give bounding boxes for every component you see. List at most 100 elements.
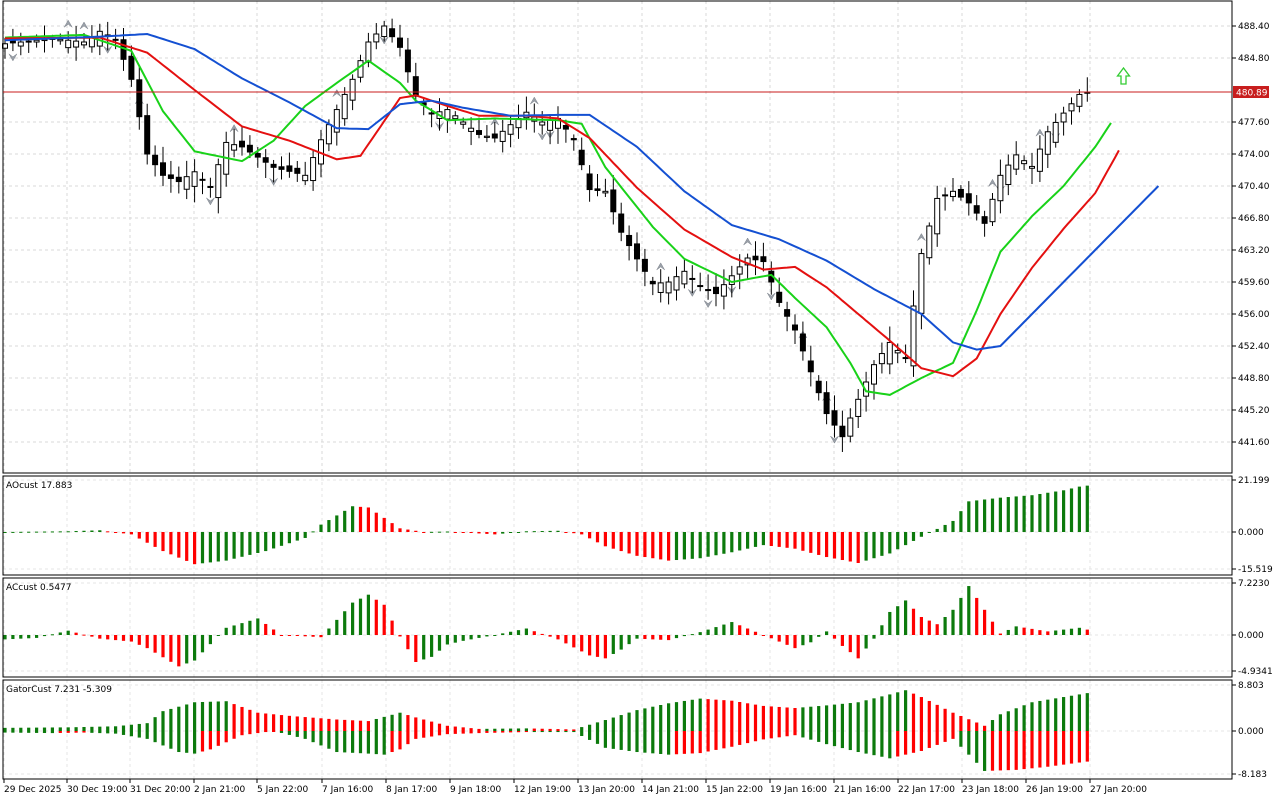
candle-body <box>910 305 917 367</box>
ao-bar <box>983 499 987 532</box>
gator-lower-bar <box>603 731 607 748</box>
ao-bar <box>1046 492 1050 532</box>
ac-bar <box>825 631 829 635</box>
ao-bar <box>753 532 758 547</box>
ac-bar <box>1062 629 1066 635</box>
ao-bar <box>453 532 457 533</box>
ac-bar <box>390 620 394 635</box>
candle-body <box>17 41 24 47</box>
ao-bar <box>659 532 663 560</box>
ao-bar <box>177 532 181 558</box>
ac-bar <box>382 604 386 635</box>
candle-body <box>815 380 822 394</box>
ao-bar <box>430 531 434 533</box>
candle-body <box>855 398 862 417</box>
candle-body <box>491 133 498 139</box>
candle-body <box>823 392 830 415</box>
price-candles[interactable] <box>2 18 1091 452</box>
ac-bar <box>169 635 173 662</box>
ac-bar <box>651 635 655 640</box>
ac-bar <box>935 624 939 635</box>
ao-bar <box>935 528 939 532</box>
gator-lower-bar <box>1069 731 1074 764</box>
ac-bar <box>90 635 94 637</box>
gator-upper-bar <box>169 708 173 731</box>
gator-lower-bar <box>485 731 489 733</box>
gator-lower-bar <box>975 731 979 763</box>
ao-bar <box>1022 495 1026 532</box>
ao-bar <box>635 532 639 556</box>
ac-title: ACcust 0.5477 <box>6 583 72 593</box>
ao-bar <box>335 515 339 532</box>
ao-bar <box>651 532 655 559</box>
ao-bar <box>461 532 465 533</box>
gator-lower-bar <box>659 731 663 754</box>
ao-bar <box>524 531 528 533</box>
ao-bar <box>777 532 781 547</box>
gator-upper-bar <box>216 701 220 731</box>
ac-bar <box>856 635 860 659</box>
gator-lower-bar <box>967 731 971 755</box>
ac-bar <box>50 634 54 636</box>
ac-bar <box>959 597 963 635</box>
candle-body <box>357 60 364 78</box>
ac-bar <box>746 628 750 635</box>
ac-bar <box>461 635 465 641</box>
red-alligator-line <box>5 36 1120 378</box>
gator-lower-bar <box>706 731 710 752</box>
pane-frame <box>2 679 1233 780</box>
gator-upper-bar <box>801 707 805 731</box>
pane-frames <box>2 0 1233 780</box>
candle-body <box>57 38 64 42</box>
ao-bar <box>611 532 615 549</box>
gator-upper-bar <box>761 705 765 731</box>
ao-bar <box>580 532 584 535</box>
candle-body <box>602 190 609 194</box>
gator-upper-bar <box>738 701 742 731</box>
gator-upper-bar <box>319 718 323 731</box>
ac-bar <box>967 586 971 635</box>
ac-bar <box>343 611 347 635</box>
ao-bar <box>145 532 149 543</box>
gator-lower-bar <box>232 731 236 739</box>
ac-bar <box>82 634 86 636</box>
gator-upper-bar <box>335 719 339 731</box>
gator-upper-bar <box>1054 698 1058 731</box>
gator-lower-bar <box>11 731 15 733</box>
candle-body <box>373 33 380 43</box>
candle-body <box>586 173 593 191</box>
gator-lower-bar <box>303 731 307 739</box>
candle-body <box>507 124 514 135</box>
gator-lower-bar <box>469 731 473 734</box>
gator-lower-bar <box>880 731 884 757</box>
gator-upper-bar <box>1046 699 1050 731</box>
time-tick-label: 2 Jan 21:00 <box>194 785 246 795</box>
gator-lower-bar <box>74 731 78 733</box>
gator-lower-bar <box>516 731 521 733</box>
candle-body <box>136 79 143 118</box>
gator-lower-bar <box>193 731 197 754</box>
fractal-up-icon <box>229 124 239 132</box>
gator-lower-bar <box>532 731 536 733</box>
gator-upper-bar <box>532 728 536 731</box>
gator-upper-bar <box>793 708 797 731</box>
time-tick-label: 9 Jan 18:00 <box>450 785 502 795</box>
gator-upper-bar <box>603 720 607 731</box>
ao-bar <box>469 532 473 533</box>
ao-bar <box>319 524 323 532</box>
ac-bar <box>595 635 600 657</box>
ac-bar <box>690 634 694 636</box>
gator-lower-bar <box>114 731 118 734</box>
gator-upper-bar <box>58 727 62 731</box>
ac-bar <box>548 635 552 637</box>
fractal-down-icon <box>206 197 215 206</box>
candle-body <box>349 78 356 101</box>
gator-upper-bar <box>358 720 363 731</box>
ac-bar <box>11 635 15 640</box>
ao-bar <box>1069 488 1074 532</box>
ao-bar <box>153 532 157 547</box>
gator-lower-bar <box>588 731 592 740</box>
ao-bar <box>82 530 86 532</box>
